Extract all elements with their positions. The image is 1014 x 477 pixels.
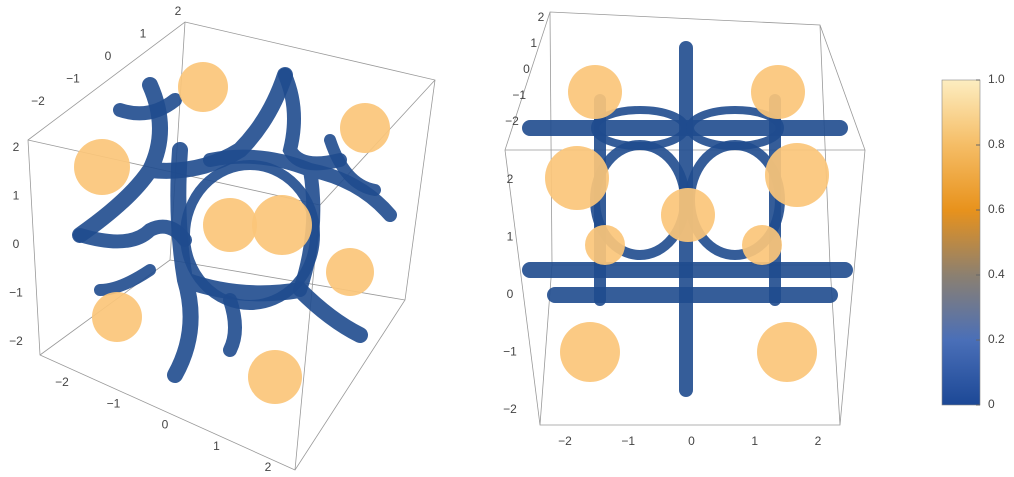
tick-label: 2 — [175, 4, 182, 18]
tick-label: 2 — [815, 434, 822, 448]
tick-label: −1 — [512, 88, 526, 102]
tick-label: 0 — [507, 287, 514, 301]
tick-label: −1 — [503, 345, 517, 359]
colorbar-label: 0 — [988, 397, 995, 411]
tick-label: −2 — [55, 375, 69, 389]
tick-label: −2 — [503, 402, 517, 416]
tick-label: 2 — [265, 460, 272, 474]
colorbar-label: 0.6 — [988, 202, 1005, 216]
tick-label: 1 — [507, 230, 514, 244]
tick-label: −2 — [558, 434, 572, 448]
tick-label: 0 — [105, 49, 112, 63]
tick-label: 2 — [538, 10, 545, 24]
colorbar-label: 0.4 — [988, 267, 1005, 281]
tick-label: 1 — [213, 439, 220, 453]
tick-label: 1 — [13, 189, 20, 203]
tick-label: 0 — [162, 418, 169, 432]
tick-label: 2 — [13, 140, 20, 154]
colorbar — [942, 80, 980, 405]
tick-label: 1 — [140, 27, 147, 41]
tick-label: −2 — [31, 94, 45, 108]
tick-label: −1 — [66, 72, 80, 86]
tick-label: 1 — [751, 434, 758, 448]
tick-label: 0 — [523, 62, 530, 76]
tick-label: −2 — [9, 334, 23, 348]
left-plot — [28, 22, 435, 470]
tick-label: 1 — [530, 36, 537, 50]
colorbar-label: 1.0 — [988, 72, 1005, 86]
tick-label: −1 — [107, 396, 121, 410]
tick-label: −1 — [621, 434, 635, 448]
tick-label: 0 — [13, 237, 20, 251]
tick-label: 0 — [688, 434, 695, 448]
right-plot — [505, 12, 865, 425]
figure: 210−1−2210−1−2−2−1012210−1−2210−1−2−2−10… — [0, 0, 1014, 477]
tick-label: −2 — [505, 114, 519, 128]
colorbar-label: 0.8 — [988, 137, 1005, 151]
tick-label: −1 — [9, 286, 23, 300]
colorbar-label: 0.2 — [988, 332, 1005, 346]
tick-label: 2 — [507, 172, 514, 186]
